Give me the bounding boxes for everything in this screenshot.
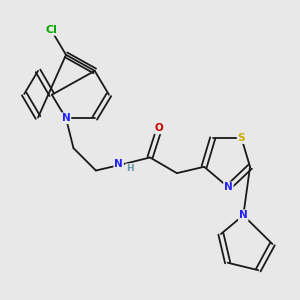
Text: N: N bbox=[61, 113, 70, 123]
Text: O: O bbox=[155, 123, 164, 134]
Text: N: N bbox=[224, 182, 233, 192]
Text: N: N bbox=[114, 159, 123, 169]
Text: S: S bbox=[238, 133, 245, 143]
Text: N: N bbox=[239, 210, 248, 220]
Text: Cl: Cl bbox=[45, 25, 57, 35]
Text: H: H bbox=[126, 164, 134, 173]
